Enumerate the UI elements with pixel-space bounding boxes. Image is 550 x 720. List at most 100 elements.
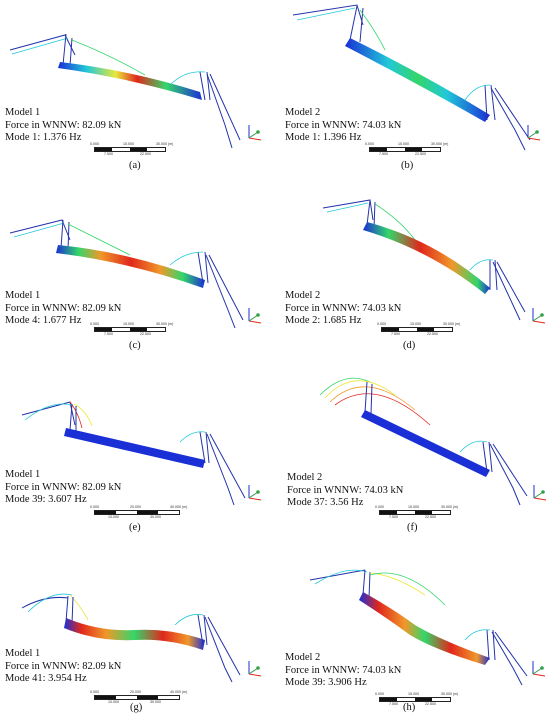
scale-tick-label: 30.000 (m) — [443, 322, 461, 326]
bridge-mode-shape-f — [319, 377, 528, 506]
scale-tick-label: 22.500 — [427, 332, 438, 336]
scale-tick-label: 7.500 — [104, 332, 113, 336]
scale-tick-label: 30.000 — [150, 515, 161, 519]
scale-tick-label: 30.000 (m) — [156, 142, 174, 146]
subfigure-label: (b) — [401, 160, 414, 171]
scale-tick-label: 15.000 — [408, 692, 419, 696]
bridge-mode-shape-a — [9, 33, 241, 149]
caption-block-h: Model 2 Force in WNNW: 74.03 kN Mode 39:… — [285, 652, 401, 690]
scale-tick-label: 22.500 — [425, 515, 436, 519]
scale-bar-graphic — [94, 147, 166, 152]
axis-triad-icon — [248, 485, 262, 501]
scale-tick-label: 0.000 — [90, 322, 99, 326]
scale-tick-label: 22.500 — [425, 702, 436, 706]
scale-tick-label: 7.500 — [391, 332, 400, 336]
axis-triad-icon — [248, 125, 262, 141]
mode-label: Mode 4: 1.677 Hz — [5, 315, 82, 326]
scale-bar-g: 0.000 20.000 40.000 (m) 10.000 30.000 — [90, 690, 190, 704]
force-label: Force in WNNW: 82.09 kN — [5, 481, 122, 493]
bridge-mode-shape-d — [322, 199, 526, 321]
scale-tick-label: 30.000 (m) — [156, 322, 174, 326]
scale-bar-h: 0.000 15.000 30.000 (m) 7.500 22.500 — [375, 692, 465, 706]
force-label: Force in WNNW: 82.09 kN — [5, 660, 122, 672]
scale-tick-label: 10.000 — [108, 700, 119, 704]
scale-tick-label: 30.000 (m) — [431, 142, 449, 146]
panel-b: Model 2 Force in WNNW: 74.03 kN Mode 1: … — [275, 0, 550, 180]
scale-bar-f: 0.000 15.000 30.000 (m) 7.500 22.500 — [375, 505, 465, 519]
axis-triad-icon — [248, 661, 262, 677]
axis-triad-icon — [533, 485, 547, 501]
panel-f: Model 2 Force in WNNW: 74.03 kN Mode 37:… — [275, 360, 550, 540]
scale-tick-label: 15.000 — [398, 142, 409, 146]
scale-tick-label: 20.000 — [130, 505, 141, 509]
scale-tick-label: 0.000 — [375, 505, 384, 509]
scale-tick-label: 22.500 — [415, 152, 426, 156]
scale-tick-label: 30.000 (m) — [441, 692, 459, 696]
subfigure-label: (a) — [129, 160, 141, 171]
axis-triad-icon — [527, 125, 541, 141]
scale-tick-label: 7.500 — [389, 702, 398, 706]
panel-e: Model 1 Force in WNNW: 82.09 kN Mode 39:… — [0, 360, 275, 540]
subfigure-label: (g) — [130, 702, 143, 713]
mode-label: Mode 41: 3.954 Hz — [5, 673, 87, 684]
scale-tick-label: 22.500 — [140, 332, 151, 336]
subfigure-label: (c) — [129, 340, 141, 351]
axis-triad-icon — [532, 308, 546, 324]
force-label: Force in WNNW: 74.03 kN — [285, 302, 402, 314]
caption-block-a: Model 1 Force in WNNW: 82.09 kN Mode 1: … — [5, 107, 121, 145]
scale-tick-label: 0.000 — [90, 505, 99, 509]
scale-tick-label: 15.000 — [123, 142, 134, 146]
mode-label: Mode 37: 3.56 Hz — [287, 497, 364, 508]
mode-label: Mode 2: 1.685 Hz — [285, 315, 362, 326]
caption-block-d: Model 2 Force in WNNW: 74.03 kN Mode 2: … — [285, 290, 401, 328]
model-name: Model 2 — [285, 652, 321, 663]
scale-tick-label: 15.000 — [123, 322, 134, 326]
subfigure-label: (f) — [407, 522, 418, 533]
axis-triad-icon — [532, 661, 546, 677]
caption-block-c: Model 1 Force in WNNW: 82.09 kN Mode 4: … — [5, 290, 121, 328]
caption-block-f: Model 2 Force in WNNW: 74.03 kN Mode 37:… — [287, 472, 403, 510]
scale-tick-label: 7.500 — [389, 515, 398, 519]
model-name: Model 2 — [285, 107, 321, 118]
scale-bar-e: 0.000 20.000 40.000 (m) 10.000 30.000 — [90, 505, 190, 519]
subfigure-label: (d) — [403, 340, 416, 351]
scale-bar-graphic — [369, 147, 441, 152]
force-label: Force in WNNW: 82.09 kN — [5, 119, 122, 131]
scale-tick-label: 40.000 (m) — [170, 505, 188, 509]
subfigure-label: (e) — [129, 522, 141, 533]
scale-bar-graphic — [381, 327, 453, 332]
scale-bar-a: 0.000 15.000 30.000 (m) 7.500 22.500 — [90, 142, 180, 156]
force-label: Force in WNNW: 74.03 kN — [285, 119, 402, 131]
model-name: Model 1 — [5, 107, 41, 118]
force-label: Force in WNNW: 74.03 kN — [287, 484, 404, 496]
force-label: Force in WNNW: 74.03 kN — [285, 664, 402, 676]
force-label: Force in WNNW: 82.09 kN — [5, 302, 122, 314]
scale-tick-label: 0.000 — [90, 142, 99, 146]
panel-h: Model 2 Force in WNNW: 74.03 kN Mode 39:… — [275, 540, 550, 720]
scale-tick-label: 15.000 — [410, 322, 421, 326]
scale-tick-label: 0.000 — [90, 690, 99, 694]
scale-tick-label: 0.000 — [375, 692, 384, 696]
panel-c: Model 1 Force in WNNW: 82.09 kN Mode 4: … — [0, 180, 275, 360]
bridge-mode-shape-g — [21, 593, 241, 683]
scale-tick-label: 10.000 — [108, 515, 119, 519]
model-name: Model 1 — [5, 290, 41, 301]
model-name: Model 2 — [285, 290, 321, 301]
caption-block-b: Model 2 Force in WNNW: 74.03 kN Mode 1: … — [285, 107, 401, 145]
bridge-mode-shape-h — [309, 569, 528, 686]
scale-tick-label: 7.500 — [379, 152, 388, 156]
model-name: Model 2 — [287, 472, 323, 483]
bridge-mode-shape-c — [9, 219, 244, 329]
scale-tick-label: 30.000 — [150, 700, 161, 704]
scale-bar-d: 0.000 15.000 30.000 (m) 7.500 22.500 — [377, 322, 467, 336]
subfigure-label: (h) — [403, 702, 416, 713]
scale-bar-b: 0.000 15.000 30.000 (m) 7.500 22.500 — [365, 142, 455, 156]
scale-bar-c: 0.000 15.000 30.000 (m) 7.500 22.500 — [90, 322, 180, 336]
mode-label: Mode 39: 3.607 Hz — [5, 494, 87, 505]
bridge-mode-shape-b — [292, 4, 531, 151]
scale-tick-label: 30.000 (m) — [441, 505, 459, 509]
scale-tick-label: 7.500 — [104, 152, 113, 156]
mode-label: Mode 39: 3.906 Hz — [285, 677, 367, 688]
caption-block-e: Model 1 Force in WNNW: 82.09 kN Mode 39:… — [5, 469, 121, 507]
mode-label: Mode 1: 1.376 Hz — [5, 132, 82, 143]
